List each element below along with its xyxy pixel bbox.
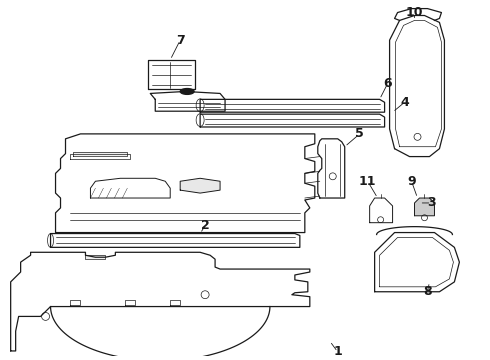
Polygon shape [375, 233, 460, 292]
Text: 2: 2 [201, 219, 210, 232]
Polygon shape [71, 154, 130, 158]
Polygon shape [148, 60, 195, 90]
Polygon shape [390, 15, 444, 157]
Polygon shape [71, 300, 80, 305]
Polygon shape [170, 300, 180, 305]
Polygon shape [380, 238, 453, 287]
Text: 4: 4 [400, 96, 409, 109]
Text: 7: 7 [176, 34, 185, 47]
Polygon shape [11, 252, 310, 351]
Text: 10: 10 [406, 6, 423, 19]
Ellipse shape [180, 89, 194, 94]
Text: 8: 8 [423, 285, 432, 298]
Polygon shape [85, 255, 105, 259]
Polygon shape [200, 99, 385, 112]
Polygon shape [395, 21, 441, 147]
Text: 5: 5 [355, 127, 364, 140]
Polygon shape [50, 234, 300, 247]
Polygon shape [125, 300, 135, 305]
Polygon shape [200, 114, 385, 127]
Text: 1: 1 [333, 346, 342, 359]
Polygon shape [150, 91, 225, 111]
Text: 6: 6 [383, 77, 392, 90]
Polygon shape [318, 139, 345, 198]
Text: 3: 3 [427, 197, 436, 210]
Polygon shape [55, 134, 315, 233]
Polygon shape [415, 198, 435, 216]
Polygon shape [91, 178, 170, 198]
Text: 9: 9 [407, 175, 416, 188]
Text: 11: 11 [359, 175, 376, 188]
Polygon shape [369, 198, 392, 223]
Polygon shape [74, 152, 127, 156]
Polygon shape [180, 178, 220, 193]
